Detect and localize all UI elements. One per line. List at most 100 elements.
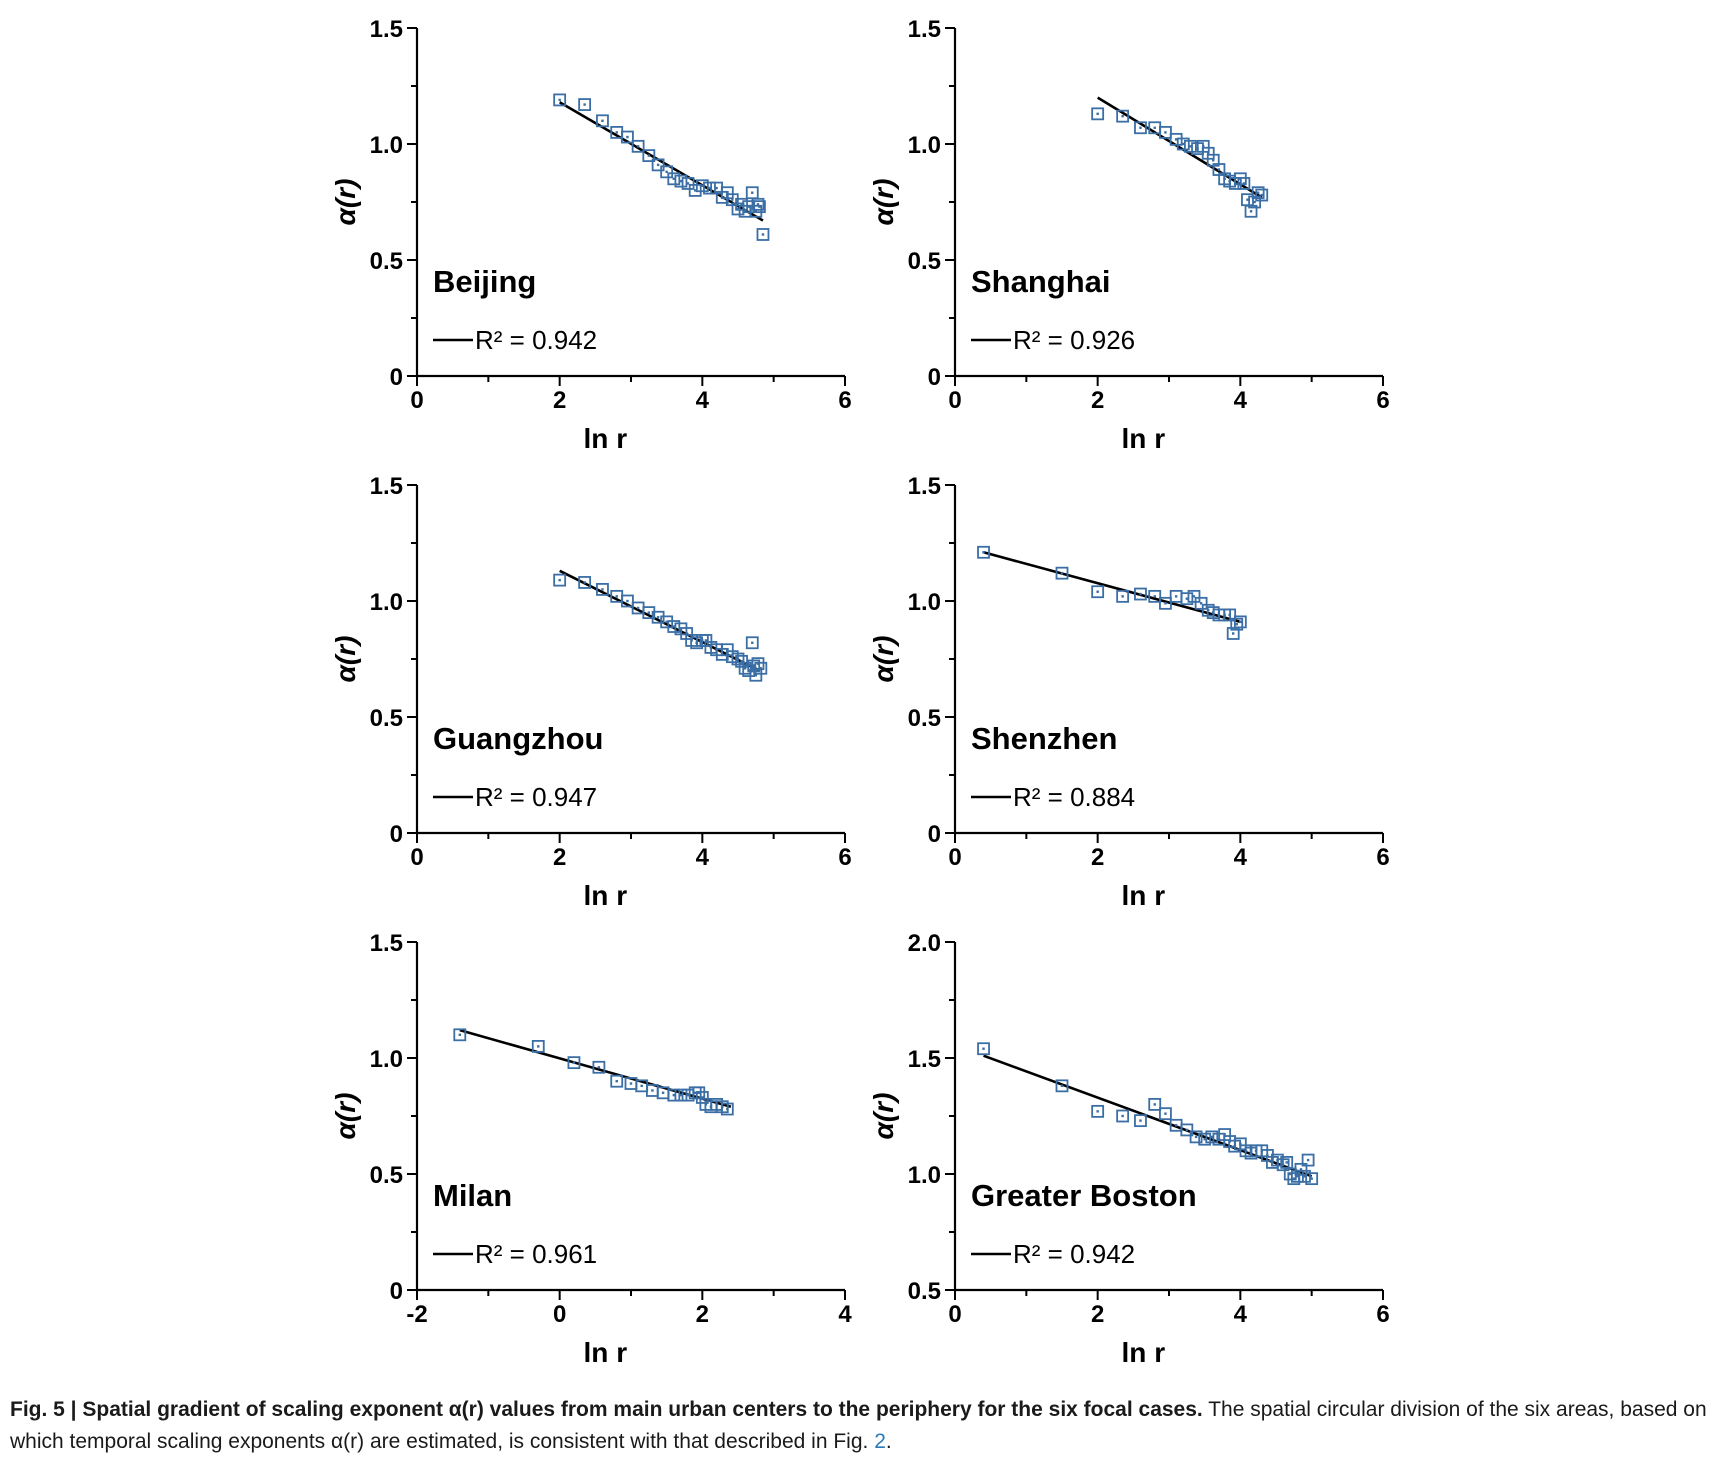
data-point-center bbox=[1212, 159, 1215, 162]
x-tick-label: 4 bbox=[696, 844, 710, 871]
data-point bbox=[596, 114, 609, 128]
data-point-center bbox=[1185, 597, 1189, 600]
legend-r2-label: R² = 0.884 bbox=[1013, 782, 1135, 812]
data-point-center bbox=[679, 179, 683, 183]
data-point bbox=[703, 181, 716, 195]
y-axis-label: α(r) bbox=[868, 179, 899, 226]
data-point-center bbox=[747, 205, 750, 208]
data-point bbox=[1116, 589, 1130, 603]
data-point bbox=[651, 158, 665, 172]
data-point bbox=[1205, 1130, 1219, 1144]
data-point-center bbox=[1239, 1142, 1242, 1146]
x-tick-label: 6 bbox=[1376, 387, 1389, 414]
y-axis-label: α(r) bbox=[868, 1093, 899, 1140]
panel-title: Greater Boston bbox=[971, 1178, 1197, 1213]
data-point-center bbox=[1192, 595, 1196, 598]
x-tick-label: 6 bbox=[838, 844, 851, 871]
data-point bbox=[1091, 1104, 1105, 1118]
data-point bbox=[756, 228, 770, 241]
data-point-center bbox=[1210, 1135, 1213, 1139]
data-point bbox=[1194, 596, 1208, 610]
data-point bbox=[1116, 1109, 1130, 1123]
y-tick-label: 0.5 bbox=[370, 248, 403, 275]
data-point bbox=[578, 98, 592, 111]
data-point bbox=[1255, 188, 1269, 202]
caption-figure-link[interactable]: 2 bbox=[874, 1430, 886, 1453]
y-axis-label: α(r) bbox=[330, 636, 361, 683]
legend-r2-label: R² = 0.942 bbox=[1013, 1239, 1135, 1269]
data-point bbox=[735, 197, 748, 211]
data-point bbox=[1294, 1162, 1308, 1176]
y-tick-label: 1.0 bbox=[908, 589, 941, 616]
data-point-center bbox=[615, 1080, 618, 1083]
data-point bbox=[735, 654, 748, 668]
data-point bbox=[745, 636, 759, 650]
data-point bbox=[1055, 566, 1069, 580]
data-point-center bbox=[615, 595, 618, 598]
data-point bbox=[681, 177, 695, 190]
panel-5: 0 2 4 6 0.5 1.0 1.5 2.0 ln r α(r) Greater Boston R²… bbox=[868, 930, 1390, 1368]
y-tick-label: 1.0 bbox=[370, 132, 403, 159]
data-point bbox=[977, 1042, 990, 1056]
data-point bbox=[1291, 1169, 1304, 1183]
data-point-center bbox=[537, 1045, 540, 1048]
data-point-center bbox=[1185, 1128, 1189, 1132]
data-point-center bbox=[1202, 145, 1205, 148]
data-point-center bbox=[756, 203, 760, 206]
data-point-center bbox=[1292, 1177, 1296, 1180]
data-point-center bbox=[572, 1061, 576, 1064]
data-point-center bbox=[685, 632, 688, 635]
data-point-center bbox=[1239, 620, 1242, 624]
panel-title: Shanghai bbox=[971, 264, 1111, 299]
data-point-center bbox=[1189, 145, 1192, 148]
data-point bbox=[1184, 139, 1197, 153]
y-tick-label: 0.5 bbox=[908, 705, 941, 732]
y-tick-label: 1.5 bbox=[370, 473, 403, 500]
x-tick-label: 4 bbox=[696, 387, 710, 414]
data-point-center bbox=[647, 154, 651, 157]
y-tick-label: 0.5 bbox=[908, 1278, 941, 1305]
data-point-center bbox=[1174, 595, 1178, 598]
data-point-center bbox=[665, 170, 668, 174]
data-point bbox=[751, 197, 765, 211]
data-point-center bbox=[656, 163, 660, 167]
data-point bbox=[453, 1028, 467, 1042]
y-tick-label: 1.5 bbox=[908, 16, 941, 43]
data-point-center bbox=[1285, 1161, 1288, 1164]
data-point bbox=[695, 179, 709, 193]
panel-title: Milan bbox=[433, 1178, 512, 1213]
x-tick-label: 2 bbox=[1091, 844, 1104, 871]
data-point bbox=[1055, 1079, 1069, 1093]
data-point bbox=[1276, 1158, 1290, 1172]
data-point-center bbox=[715, 186, 718, 190]
data-point bbox=[1091, 107, 1105, 121]
data-point bbox=[667, 1088, 681, 1102]
x-tick-label: 4 bbox=[1234, 844, 1248, 871]
data-point bbox=[1134, 121, 1147, 135]
data-point-center bbox=[626, 599, 629, 603]
data-point-center bbox=[686, 182, 690, 185]
data-point-center bbox=[1139, 592, 1142, 596]
legend-r2-label: R² = 0.947 bbox=[475, 782, 597, 812]
data-point-center bbox=[597, 1066, 601, 1069]
data-point-center bbox=[701, 639, 704, 642]
data-point bbox=[1298, 1169, 1311, 1183]
data-point bbox=[1180, 1123, 1194, 1137]
data-point bbox=[610, 1074, 624, 1088]
x-tick-label: 2 bbox=[1091, 1301, 1104, 1328]
legend-r2-label: R² = 0.942 bbox=[475, 325, 597, 355]
data-point-center bbox=[640, 1084, 643, 1088]
data-point-center bbox=[1296, 1175, 1299, 1178]
data-point-center bbox=[736, 657, 740, 661]
data-point-center bbox=[751, 191, 754, 194]
data-point bbox=[1301, 1153, 1315, 1167]
fit-line bbox=[983, 551, 1241, 624]
data-point-center bbox=[1194, 1135, 1198, 1139]
x-tick-label: 0 bbox=[410, 844, 423, 871]
data-point-center bbox=[601, 588, 604, 591]
x-axis-label: ln r bbox=[584, 423, 628, 454]
data-point bbox=[621, 130, 634, 144]
fit-line bbox=[559, 101, 764, 222]
data-point bbox=[1251, 186, 1265, 200]
